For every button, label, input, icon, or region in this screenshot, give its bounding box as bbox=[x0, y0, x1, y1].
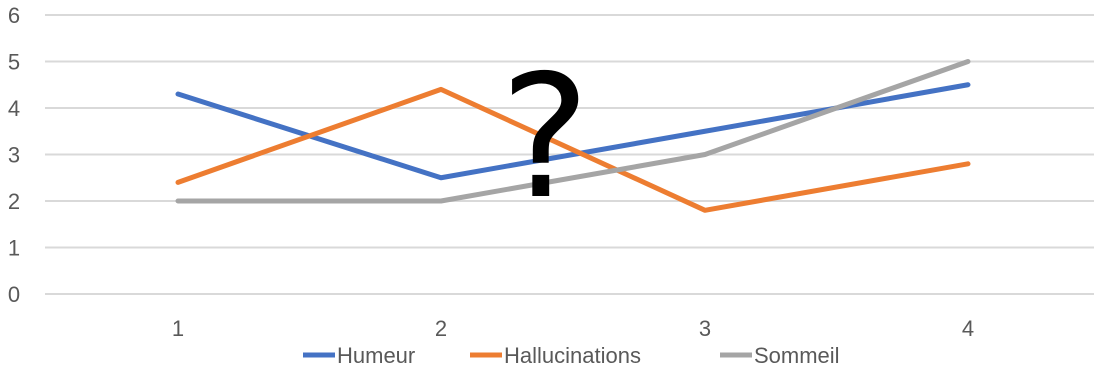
series-lines bbox=[175, 59, 971, 213]
data-point-hallucinations bbox=[704, 209, 706, 211]
x-tick-label: 3 bbox=[699, 316, 711, 341]
y-tick-label: 5 bbox=[8, 50, 20, 75]
legend: Humeur Hallucinations Sommeil bbox=[303, 343, 840, 368]
y-axis-ticks: 0 1 2 3 4 5 6 bbox=[8, 3, 20, 307]
data-point-sommeil bbox=[440, 200, 442, 202]
legend-label: Hallucinations bbox=[504, 343, 641, 368]
y-tick-label: 2 bbox=[8, 189, 20, 214]
y-tick-label: 1 bbox=[8, 236, 20, 261]
data-point-sommeil bbox=[177, 200, 179, 202]
y-tick-label: 4 bbox=[8, 96, 20, 121]
data-point-humeur bbox=[177, 93, 179, 95]
question-mark-annotation: ? bbox=[500, 39, 590, 237]
data-point-sommeil bbox=[967, 61, 969, 62]
y-tick-label: 0 bbox=[8, 282, 20, 307]
y-tick-label: 6 bbox=[8, 3, 20, 28]
data-point-hallucinations bbox=[967, 163, 969, 165]
series-line-hallucinations bbox=[175, 86, 971, 213]
data-point-sommeil bbox=[704, 154, 706, 155]
y-tick-label: 3 bbox=[8, 143, 20, 168]
x-tick-label: 4 bbox=[962, 316, 974, 341]
legend-label: Sommeil bbox=[754, 343, 840, 368]
x-tick-label: 2 bbox=[435, 316, 447, 341]
data-point-humeur bbox=[967, 84, 969, 86]
data-point-hallucinations bbox=[177, 181, 179, 183]
x-axis-ticks: 1 2 3 4 bbox=[172, 316, 974, 341]
series-line-sommeil bbox=[175, 59, 971, 204]
data-point-humeur bbox=[704, 130, 706, 132]
x-tick-label: 1 bbox=[172, 316, 184, 341]
data-point-hallucinations bbox=[440, 88, 442, 90]
legend-label: Humeur bbox=[337, 343, 415, 368]
data-point-humeur bbox=[440, 177, 442, 179]
